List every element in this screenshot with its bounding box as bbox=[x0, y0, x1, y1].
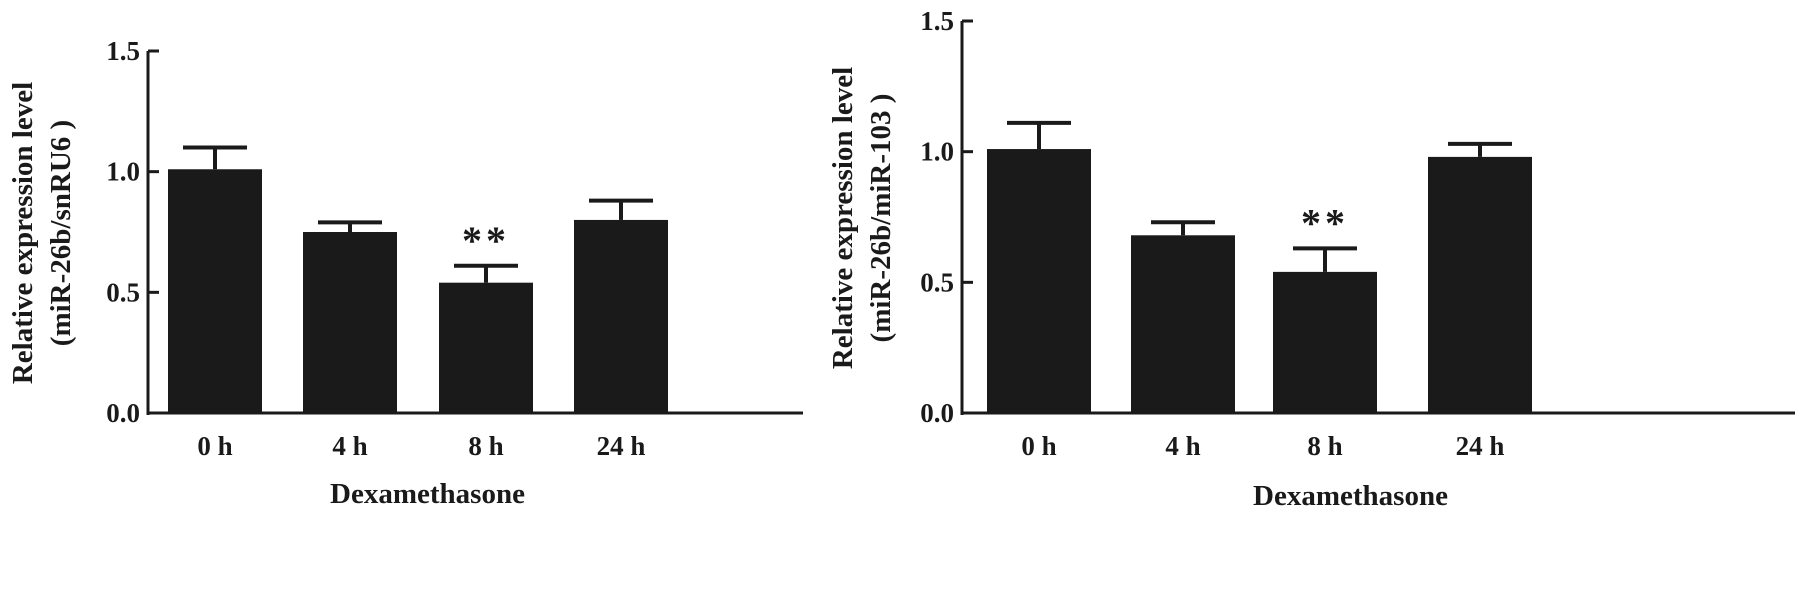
error-bar-2 bbox=[318, 220, 382, 232]
y-tick-label: 1.5 bbox=[920, 6, 954, 36]
bar-2 bbox=[303, 232, 397, 413]
bar-1 bbox=[987, 149, 1091, 413]
y-axis-title-line-1: Relative expression level bbox=[7, 82, 39, 384]
bar-1 bbox=[168, 169, 262, 413]
y-tick-label: 0.5 bbox=[920, 267, 954, 297]
bar-2 bbox=[1131, 235, 1235, 413]
y-axis-title-line-2: (miR-26b/miR-103 ) bbox=[865, 94, 897, 343]
x-tick-label: 0 h bbox=[1021, 431, 1056, 461]
y-tick-label: 1.0 bbox=[920, 137, 954, 167]
chart-panel-1: ** 0.0 0.5 1.0 1.5 0 h 4 h 8 h 24 h Dexamethasone… bbox=[7, 36, 803, 510]
error-bar-3 bbox=[1293, 246, 1357, 272]
bar-4 bbox=[1428, 156, 1532, 414]
x-tick-label: 4 h bbox=[1165, 431, 1200, 461]
error-bar-4 bbox=[589, 198, 653, 220]
error-bar-1 bbox=[183, 145, 247, 170]
y-axis-title-line-1: Relative expression level bbox=[827, 67, 859, 369]
y-tick-label: 1.0 bbox=[106, 157, 140, 187]
x-axis-title: Dexamethasone bbox=[1253, 480, 1448, 512]
bar-4 bbox=[574, 219, 668, 413]
y-axis-title-line-2: (miR-26b/snRU6 ) bbox=[45, 120, 77, 346]
x-axis-title: Dexamethasone bbox=[330, 478, 525, 510]
y-tick-label: 0.5 bbox=[106, 277, 140, 307]
y-tick-label: 0.0 bbox=[106, 398, 140, 428]
bar-3 bbox=[1273, 271, 1377, 413]
y-tick-label: 1.5 bbox=[106, 36, 140, 66]
x-tick-label: 24 h bbox=[1456, 431, 1505, 461]
x-tick-label: 8 h bbox=[1307, 431, 1342, 461]
x-tick-label: 24 h bbox=[597, 431, 646, 461]
x-tick-label: 0 h bbox=[197, 431, 232, 461]
error-bar-1 bbox=[1007, 120, 1071, 150]
x-tick-label: 4 h bbox=[332, 431, 367, 461]
x-tick-label: 8 h bbox=[468, 431, 503, 461]
error-bar-2 bbox=[1151, 220, 1215, 236]
chart-panel-2: ** 0.0 0.5 1.0 1.5 0 h 4 h 8 h 24 h Dexamethasone… bbox=[827, 6, 1795, 512]
significance-label: ** bbox=[462, 218, 510, 263]
y-tick-label: 0.0 bbox=[920, 398, 954, 428]
bar-3 bbox=[439, 282, 533, 413]
significance-label: ** bbox=[1301, 200, 1349, 245]
error-bar-3 bbox=[454, 263, 518, 283]
error-bar-4 bbox=[1448, 141, 1512, 157]
